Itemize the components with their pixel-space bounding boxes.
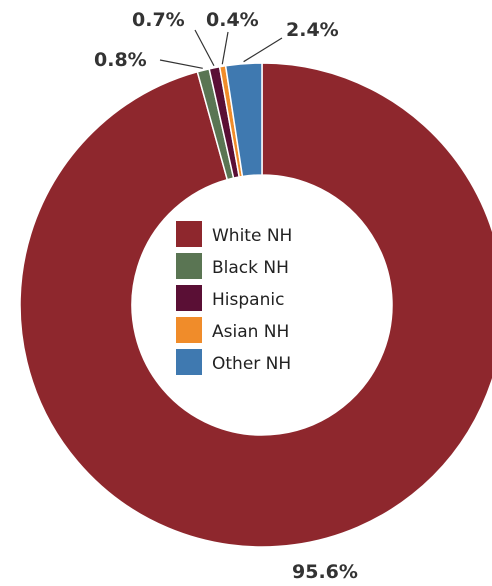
slice-label-other-nh: 2.4% xyxy=(286,19,339,41)
legend-label-other-nh: Other NH xyxy=(212,354,291,374)
slice-label-asian-nh: 0.4% xyxy=(206,9,259,31)
slice-labels-group: 95.6% 0.8% 0.7% 0.4% 2.4% xyxy=(94,9,358,583)
leader-line-black-nh xyxy=(159,59,203,69)
slice-label-hispanic: 0.7% xyxy=(132,9,185,31)
legend-label-hispanic: Hispanic xyxy=(212,290,284,310)
slices-group xyxy=(19,62,492,548)
legend-swatch-hispanic xyxy=(176,285,202,311)
legend-swatch-other-nh xyxy=(176,349,202,375)
legend: White NH Black NH Hispanic Asian NH Other NH xyxy=(176,221,292,375)
leader-lines-group xyxy=(159,29,283,69)
slice-other-nh xyxy=(224,62,263,178)
legend-swatch-black-nh xyxy=(176,253,202,279)
slice-label-black-nh: 0.8% xyxy=(94,49,147,71)
slice-label-white-nh: 95.6% xyxy=(292,561,358,583)
legend-label-white-nh: White NH xyxy=(212,226,292,246)
leader-line-asian-nh xyxy=(221,31,229,65)
leader-line-other-nh xyxy=(243,37,283,63)
slice-white-nh xyxy=(19,62,492,548)
legend-swatch-white-nh xyxy=(176,221,202,247)
legend-label-black-nh: Black NH xyxy=(212,258,289,278)
legend-label-asian-nh: Asian NH xyxy=(212,322,289,342)
leader-line-hispanic xyxy=(194,29,215,67)
legend-swatch-asian-nh xyxy=(176,317,202,343)
